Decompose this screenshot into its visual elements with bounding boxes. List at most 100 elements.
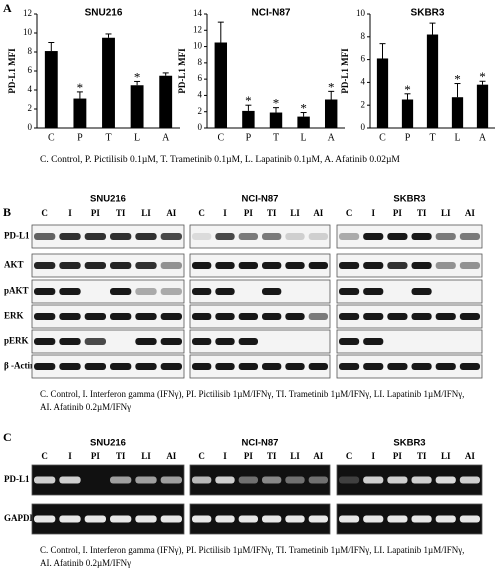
y-tick-label: 4 [198, 89, 203, 99]
band [285, 515, 305, 523]
y-tick-label: 6 [361, 54, 366, 64]
blot-membrane [31, 329, 185, 354]
band [387, 515, 408, 523]
x-tick-label: P [77, 132, 83, 143]
row-label: GAPDH [4, 513, 37, 523]
bar [44, 51, 58, 128]
cell-line-label: SNU216 [90, 194, 126, 205]
band [84, 338, 106, 345]
band [411, 262, 432, 269]
lane-label: I [68, 451, 72, 461]
band [285, 363, 305, 370]
band [135, 233, 157, 240]
band [238, 262, 258, 269]
chart-title: SKBR3 [411, 8, 445, 19]
y-tick-label: 10 [23, 27, 33, 37]
x-tick-label: T [273, 132, 279, 143]
significance-mark: * [273, 96, 280, 111]
band [262, 476, 282, 484]
x-tick-label: T [105, 132, 111, 143]
lane-label: I [371, 451, 375, 461]
row-label: AKT [4, 260, 24, 270]
band [238, 313, 258, 320]
band [387, 313, 408, 320]
lane-label: TI [267, 208, 277, 218]
blot-membrane [189, 354, 331, 379]
x-tick-label: A [479, 132, 487, 143]
y-tick-label: 8 [28, 46, 33, 56]
band [215, 476, 235, 484]
band [192, 338, 212, 345]
y-tick-label: 8 [361, 31, 366, 41]
y-axis-label: PD-L1 MFI [7, 48, 17, 94]
caption: C. Control, I. Interferon gamma (IFNγ), … [40, 389, 464, 399]
bar [451, 97, 464, 128]
band [59, 363, 81, 370]
lane-label: LI [290, 451, 300, 461]
band [459, 233, 480, 240]
significance-mark: * [404, 82, 411, 97]
band [34, 515, 56, 523]
chart-title: SNU216 [85, 8, 123, 19]
band [215, 288, 235, 295]
y-tick-label: 0 [28, 122, 33, 132]
lane-label: I [371, 208, 375, 218]
y-tick-label: 8 [198, 57, 203, 67]
bar [130, 85, 144, 128]
blot-membrane [336, 354, 483, 379]
band [339, 338, 360, 345]
cell-line-label: NCI-N87 [242, 438, 279, 449]
lane-label: TI [417, 208, 427, 218]
band [59, 338, 81, 345]
band [192, 233, 212, 240]
band [285, 233, 305, 240]
band [339, 363, 360, 370]
x-tick-label: P [405, 132, 411, 143]
blot-membrane [31, 253, 185, 278]
band [84, 515, 106, 523]
bar [426, 34, 439, 128]
lane-label: TI [116, 451, 126, 461]
band [110, 476, 132, 484]
row-label: pAKT [4, 286, 29, 296]
x-tick-label: L [134, 132, 140, 143]
lane-label: TI [267, 451, 277, 461]
lane-label: AI [166, 451, 176, 461]
significance-mark: * [245, 93, 252, 108]
band [59, 262, 81, 269]
band [459, 515, 480, 523]
significance-mark: * [77, 80, 84, 95]
blot-membrane [336, 304, 483, 329]
y-tick-label: 0 [361, 122, 366, 132]
band [363, 338, 384, 345]
band [215, 515, 235, 523]
y-tick-label: 0 [198, 122, 203, 132]
band [308, 262, 328, 269]
lane-label: I [223, 208, 227, 218]
lane-label: AI [166, 208, 176, 218]
y-tick-label: 2 [198, 106, 203, 116]
band [435, 233, 456, 240]
significance-mark: * [454, 72, 461, 87]
bar [476, 84, 489, 128]
band [459, 363, 480, 370]
band [238, 338, 258, 345]
gel [31, 464, 185, 496]
band [285, 476, 305, 484]
band [308, 515, 328, 523]
band [84, 262, 106, 269]
blot-membrane [336, 279, 483, 304]
blot-membrane [189, 224, 331, 249]
band [435, 476, 456, 484]
band [135, 476, 157, 484]
band [262, 262, 282, 269]
band [308, 476, 328, 484]
bar [324, 99, 338, 128]
y-tick-label: 4 [361, 76, 366, 86]
lane-label: C [346, 451, 353, 461]
band [160, 288, 182, 295]
band [411, 288, 432, 295]
lane-label: TI [116, 208, 126, 218]
y-tick-label: 12 [193, 24, 202, 34]
